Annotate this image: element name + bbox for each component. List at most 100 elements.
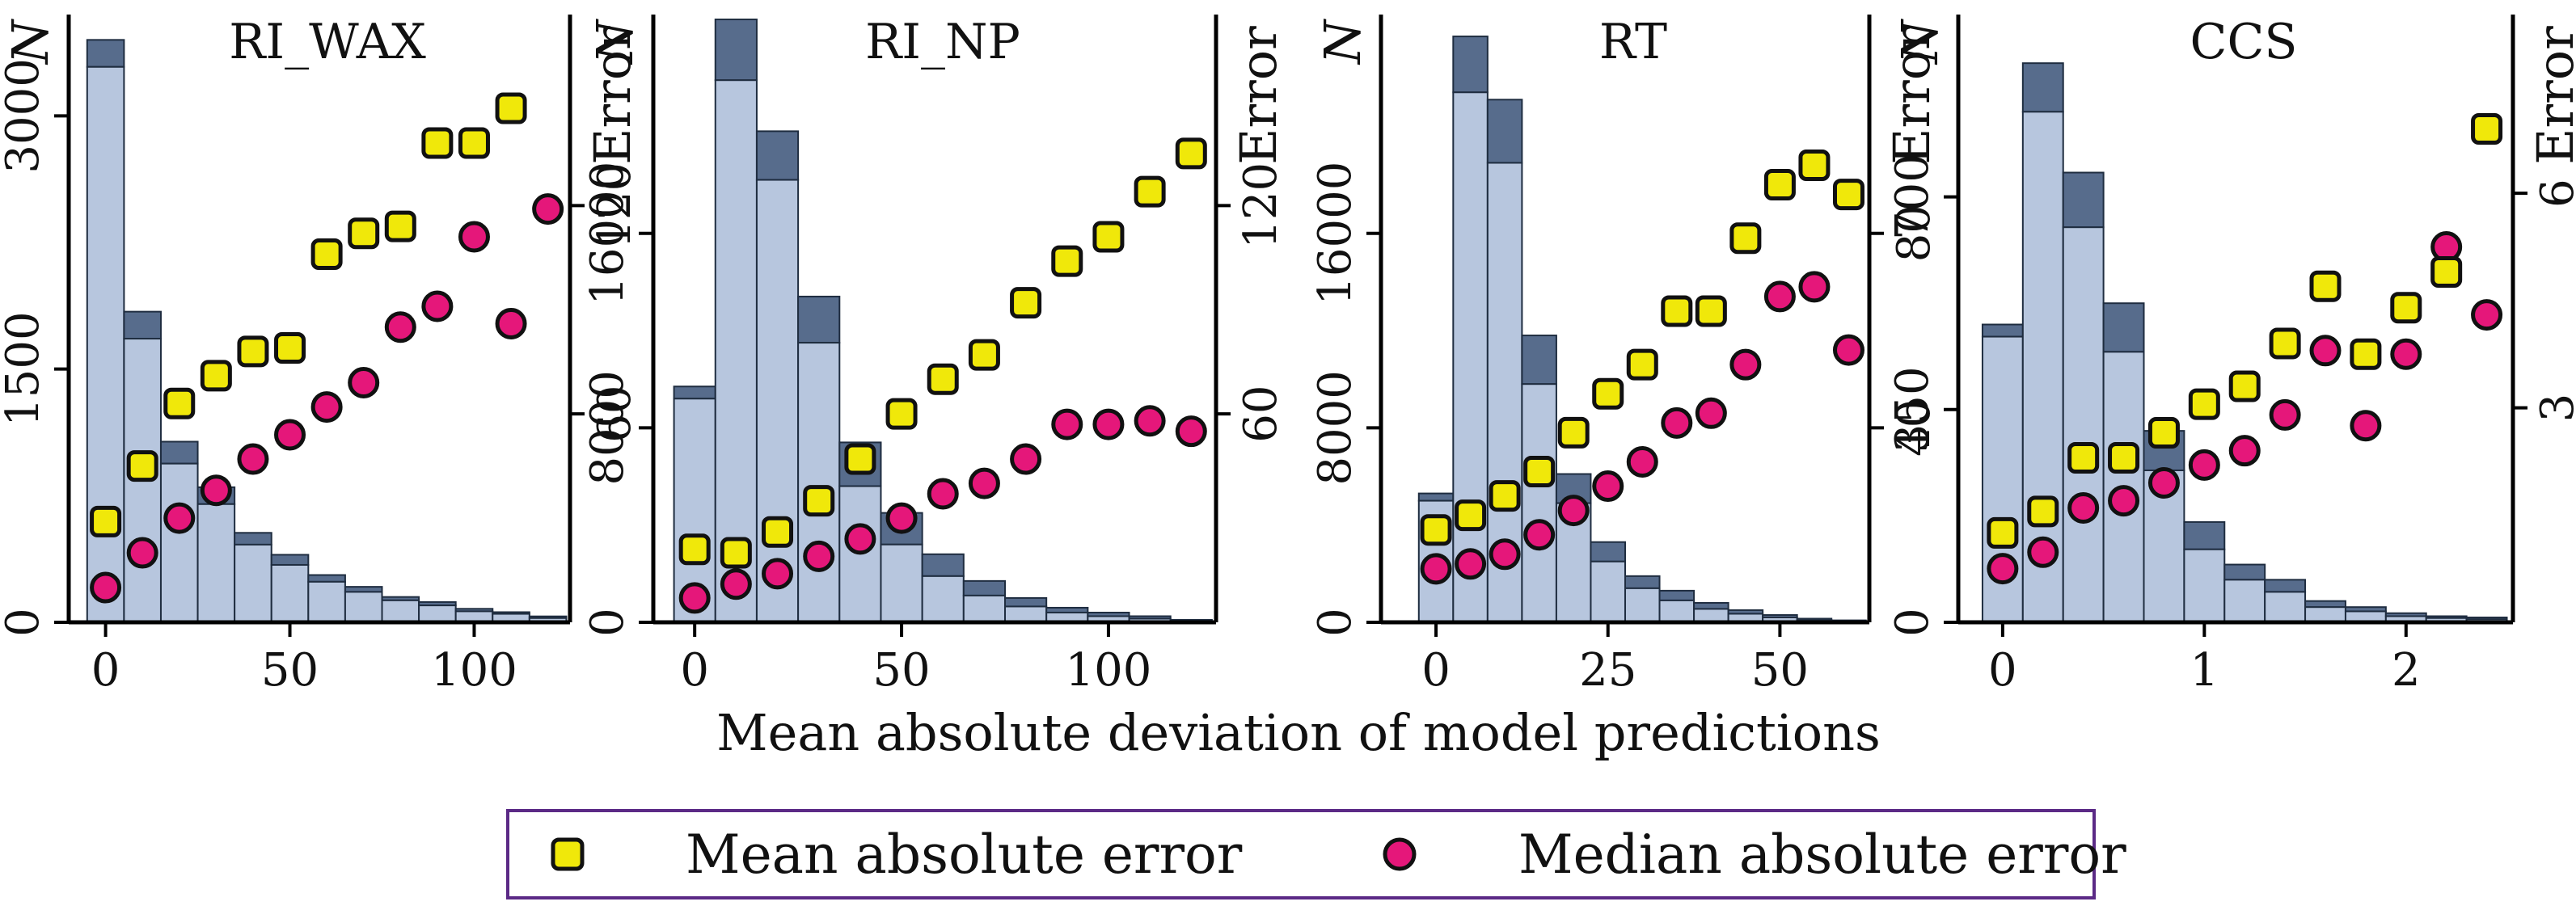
median-error-point	[1175, 415, 1207, 448]
left-axis-label-n: N	[1890, 18, 1949, 65]
histogram-bar-dark	[1417, 492, 1455, 502]
mean-error-point	[200, 360, 232, 392]
mean-error-point	[844, 443, 876, 475]
histogram-bar-dark	[1624, 575, 1661, 589]
histogram-bar-dark	[797, 295, 841, 344]
left-y-tick-label: 700	[1886, 154, 1939, 240]
left-y-tick-label: 0	[1886, 608, 1939, 637]
median-error-point	[1134, 405, 1166, 437]
histogram-bar-light	[196, 503, 236, 623]
x-tick-label: 0	[1421, 644, 1451, 697]
mean-error-point	[1832, 179, 1864, 211]
histogram-bar-dark	[673, 385, 716, 400]
histogram-bar-dark	[1452, 36, 1489, 94]
mean-error-point	[163, 387, 196, 419]
mean-error-point	[678, 533, 711, 566]
histogram-bar-light	[797, 342, 841, 623]
right-y-tick-label: 120	[589, 162, 641, 249]
mean-error-point	[1489, 480, 1521, 512]
panel-rt: 0 25 50 0 8000 16000 40 80 N Error RT	[1309, 14, 1941, 697]
median-error-point	[237, 443, 269, 475]
mean-error-point	[2147, 417, 2180, 449]
mean-error-point	[1695, 295, 1727, 327]
median-error-point	[1523, 519, 1556, 551]
median-error-point	[720, 568, 752, 600]
median-error-point	[1010, 443, 1042, 475]
histogram-bar-dark	[86, 39, 125, 68]
x-tick-label: 50	[872, 644, 930, 697]
histogram-bar-light	[270, 563, 310, 624]
histogram-bar-light	[962, 594, 1006, 623]
median-error-point	[927, 478, 959, 510]
median-error-point	[1661, 407, 1693, 439]
median-error-point	[678, 582, 711, 614]
histogram-bar-dark	[2264, 579, 2307, 593]
left-y-tick-label: 8000	[1309, 370, 1362, 486]
median-error-point	[310, 391, 343, 423]
mean-error-point	[458, 127, 490, 159]
mean-error-point	[2309, 270, 2342, 302]
median-error-point	[1832, 334, 1864, 366]
mean-error-point	[2269, 327, 2301, 360]
histogram-bar-dark	[2183, 520, 2226, 550]
histogram-bar-dark	[755, 130, 800, 181]
median-error-point	[803, 540, 835, 572]
median-error-point	[1626, 445, 1658, 478]
mean-error-point	[1729, 222, 1762, 255]
mean-error-point	[274, 332, 306, 364]
mean-error-point	[1592, 377, 1624, 410]
mean-error-point	[762, 516, 794, 548]
left-y-tick-label: 0	[1309, 608, 1362, 637]
mean-error-point	[927, 363, 959, 395]
median-error-point	[762, 558, 794, 590]
mean-error-point	[1763, 169, 1796, 201]
legend-box	[506, 809, 2096, 899]
histogram-bar-light	[2183, 548, 2226, 624]
median-error-point	[90, 571, 122, 604]
histogram-bar-light	[1452, 91, 1489, 624]
x-tick-label: 1	[2190, 644, 2219, 697]
histogram-bar-light	[2304, 606, 2346, 624]
right-y-tick-label: 40	[1888, 399, 1940, 457]
median-error-point	[885, 502, 918, 534]
mean-error-point	[237, 335, 269, 368]
x-tick-label: 100	[1065, 644, 1151, 697]
right-y-tick-label: 3	[2532, 394, 2576, 423]
panel-ccs: 0 1 2 0 350 700 3 6 N Error CCS	[1886, 14, 2576, 697]
median-error-point	[421, 290, 454, 322]
left-y-tick-label: 0	[581, 608, 634, 637]
mean-error-point	[2188, 388, 2220, 420]
left-axis-label-n: N	[585, 18, 644, 65]
right-axis-label-error: Error	[1229, 26, 1288, 165]
mean-error-point	[348, 217, 380, 250]
x-tick-label: 0	[680, 644, 709, 697]
legend: Mean absolute error Median absolute erro…	[506, 809, 2126, 899]
histogram-bar-dark	[1486, 99, 1523, 164]
legend-mean-label: Mean absolute error	[686, 824, 1243, 886]
left-y-tick-label: 16000	[581, 162, 634, 305]
histogram-bar-light	[880, 543, 923, 624]
histogram-bar-dark	[2223, 563, 2266, 581]
median-error-point	[844, 523, 876, 555]
mean-error-point	[1420, 514, 1452, 546]
histogram-bar-dark	[159, 440, 199, 465]
histogram-bar-light	[1624, 587, 1661, 623]
median-error-point	[2309, 335, 2342, 367]
histogram-bar-dark	[270, 554, 310, 566]
median-error-point	[1729, 348, 1762, 381]
median-error-point	[2269, 398, 2301, 431]
right-axis-label-error: Error	[1882, 26, 1941, 165]
x-tick-label: 50	[1751, 644, 1809, 697]
histogram-bar-light	[2062, 226, 2105, 623]
histogram-bar-light	[381, 599, 420, 623]
mean-error-point	[2067, 442, 2100, 474]
median-error-point	[2108, 485, 2140, 517]
left-y-tick-label: 350	[1886, 366, 1939, 453]
left-y-tick-label: 1500	[0, 311, 49, 427]
histogram-bar-light	[344, 591, 383, 624]
median-error-point	[1695, 397, 1727, 429]
mean-error-point	[1798, 149, 1831, 181]
mean-error-point	[1626, 348, 1658, 381]
median-error-point	[200, 474, 232, 507]
mean-error-point	[2027, 495, 2059, 528]
